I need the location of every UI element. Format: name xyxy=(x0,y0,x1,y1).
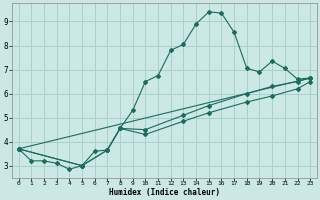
X-axis label: Humidex (Indice chaleur): Humidex (Indice chaleur) xyxy=(109,188,220,197)
